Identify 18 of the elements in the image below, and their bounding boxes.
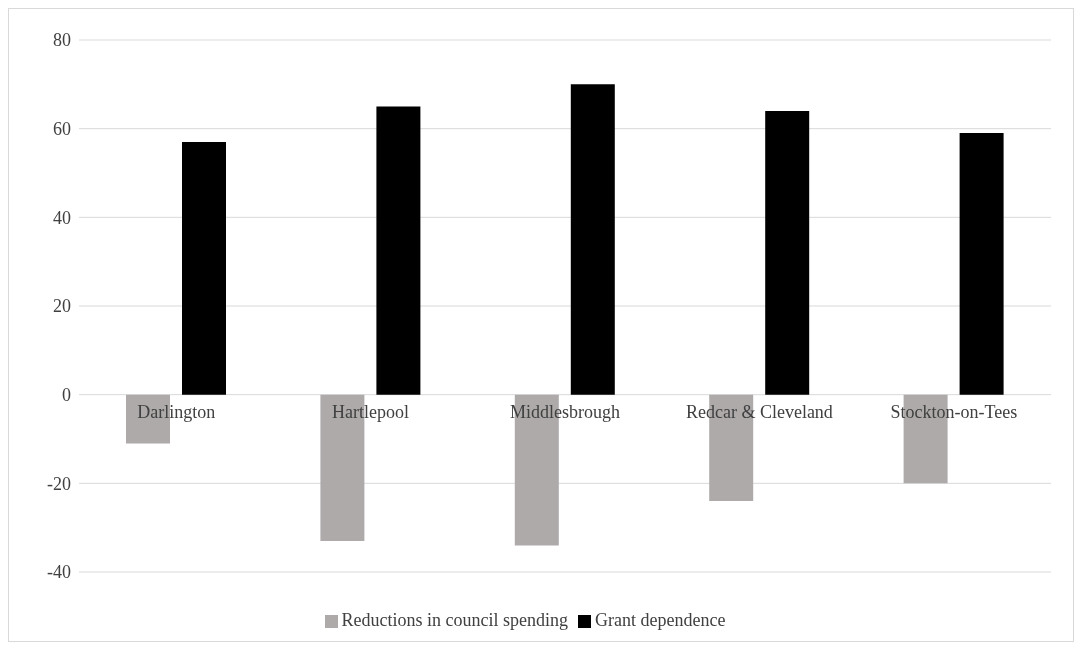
bar: [182, 141, 226, 395]
x-tick-label: Hartlepool: [332, 401, 410, 422]
bar: [959, 133, 1004, 395]
y-tick-label: 20: [53, 296, 71, 317]
y-tick-label: -40: [47, 562, 71, 583]
y-tick-label: 0: [62, 385, 71, 406]
legend-label: Reductions in council spending: [341, 610, 569, 630]
x-tick-label: Darlington: [137, 401, 216, 422]
x-tick-label: Middlesbrough: [510, 401, 620, 422]
bar: [376, 106, 421, 395]
y-tick-label: -20: [47, 473, 71, 494]
legend-label: Grant dependence: [595, 610, 726, 630]
bar: [570, 84, 615, 395]
y-tick-label: 80: [53, 30, 71, 51]
x-tick-label: Stockton-on-Tees: [890, 401, 1018, 422]
y-tick-label: 60: [53, 119, 71, 140]
bar: [765, 110, 810, 395]
y-tick-label: 40: [53, 207, 71, 228]
